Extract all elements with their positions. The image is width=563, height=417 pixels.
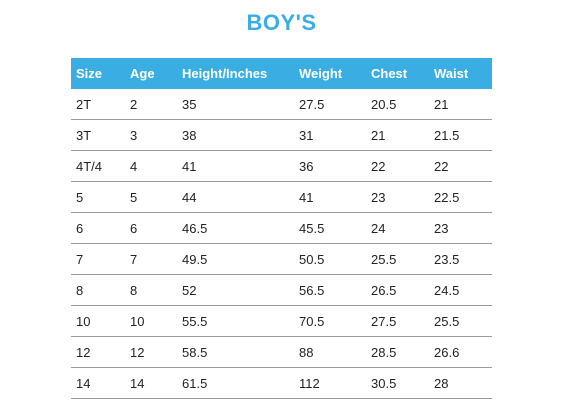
- cell-chest: 20.5: [366, 89, 429, 120]
- column-header-size: Size: [71, 58, 125, 89]
- cell-weight: 27.5: [294, 89, 366, 120]
- cell-weight: 41: [294, 181, 366, 213]
- cell-weight: 56.5: [294, 274, 366, 306]
- cell-size: 5: [71, 181, 125, 213]
- cell-height: 46.5: [177, 212, 294, 244]
- cell-height: 44: [177, 181, 294, 213]
- cell-age: 6: [125, 212, 177, 244]
- cell-height: 55.5: [177, 305, 294, 337]
- table-row: 14 14 61.5 112 30.5 28: [71, 367, 492, 399]
- cell-chest: 27.5: [366, 305, 429, 337]
- cell-height: 41: [177, 150, 294, 182]
- table-row: 5 5 44 41 23 22.5: [71, 181, 492, 213]
- cell-age: 12: [125, 336, 177, 368]
- cell-chest: 21: [366, 119, 429, 151]
- cell-waist: 21.5: [429, 119, 492, 151]
- column-header-age: Age: [125, 58, 177, 89]
- cell-waist: 21: [429, 89, 492, 120]
- column-header-waist: Waist: [429, 58, 492, 89]
- cell-weight: 31: [294, 119, 366, 151]
- cell-size: 4T/4: [71, 150, 125, 182]
- table-row: 12 12 58.5 88 28.5 26.6: [71, 336, 492, 368]
- page-title: BOY'S: [246, 10, 317, 35]
- cell-height: 52: [177, 274, 294, 306]
- column-header-height: Height/Inches: [177, 58, 294, 89]
- cell-chest: 28.5: [366, 336, 429, 368]
- column-header-weight: Weight: [294, 58, 366, 89]
- cell-waist: 23.5: [429, 243, 492, 275]
- cell-size: 10: [71, 305, 125, 337]
- cell-size: 2T: [71, 89, 125, 120]
- table-row: 6 6 46.5 45.5 24 23: [71, 212, 492, 244]
- cell-height: 49.5: [177, 243, 294, 275]
- table-row: 8 8 52 56.5 26.5 24.5: [71, 274, 492, 306]
- table-header-row: Size Age Height/Inches Weight Chest Wais…: [71, 58, 492, 89]
- cell-chest: 24: [366, 212, 429, 244]
- cell-waist: 26.6: [429, 336, 492, 368]
- cell-chest: 30.5: [366, 367, 429, 399]
- cell-weight: 112: [294, 367, 366, 399]
- cell-height: 58.5: [177, 336, 294, 368]
- cell-waist: 25.5: [429, 305, 492, 337]
- cell-waist: 22.5: [429, 181, 492, 213]
- cell-age: 5: [125, 181, 177, 213]
- cell-size: 3T: [71, 119, 125, 151]
- table-row: 7 7 49.5 50.5 25.5 23.5: [71, 243, 492, 275]
- size-chart-table: Size Age Height/Inches Weight Chest Wais…: [71, 58, 492, 399]
- table-body: 2T 2 35 27.5 20.5 21 3T 3 38 31 21 21.5 4T/4 4 41 36 22 2…: [71, 89, 492, 399]
- cell-height: 35: [177, 89, 294, 120]
- cell-height: 61.5: [177, 367, 294, 399]
- cell-age: 14: [125, 367, 177, 399]
- cell-waist: 28: [429, 367, 492, 399]
- cell-waist: 23: [429, 212, 492, 244]
- cell-weight: 70.5: [294, 305, 366, 337]
- cell-chest: 25.5: [366, 243, 429, 275]
- cell-weight: 50.5: [294, 243, 366, 275]
- cell-weight: 36: [294, 150, 366, 182]
- cell-weight: 88: [294, 336, 366, 368]
- table-row: 4T/4 4 41 36 22 22: [71, 150, 492, 182]
- cell-age: 3: [125, 119, 177, 151]
- table-row: 3T 3 38 31 21 21.5: [71, 119, 492, 151]
- column-header-chest: Chest: [366, 58, 429, 89]
- cell-chest: 26.5: [366, 274, 429, 306]
- cell-size: 6: [71, 212, 125, 244]
- cell-age: 4: [125, 150, 177, 182]
- table-row: 10 10 55.5 70.5 27.5 25.5: [71, 305, 492, 337]
- cell-age: 10: [125, 305, 177, 337]
- cell-chest: 22: [366, 150, 429, 182]
- cell-size: 14: [71, 367, 125, 399]
- cell-waist: 24.5: [429, 274, 492, 306]
- cell-weight: 45.5: [294, 212, 366, 244]
- cell-height: 38: [177, 119, 294, 151]
- cell-age: 2: [125, 89, 177, 120]
- cell-size: 12: [71, 336, 125, 368]
- cell-size: 7: [71, 243, 125, 275]
- cell-age: 8: [125, 274, 177, 306]
- cell-chest: 23: [366, 181, 429, 213]
- cell-size: 8: [71, 274, 125, 306]
- cell-age: 7: [125, 243, 177, 275]
- table-row: 2T 2 35 27.5 20.5 21: [71, 89, 492, 120]
- cell-waist: 22: [429, 150, 492, 182]
